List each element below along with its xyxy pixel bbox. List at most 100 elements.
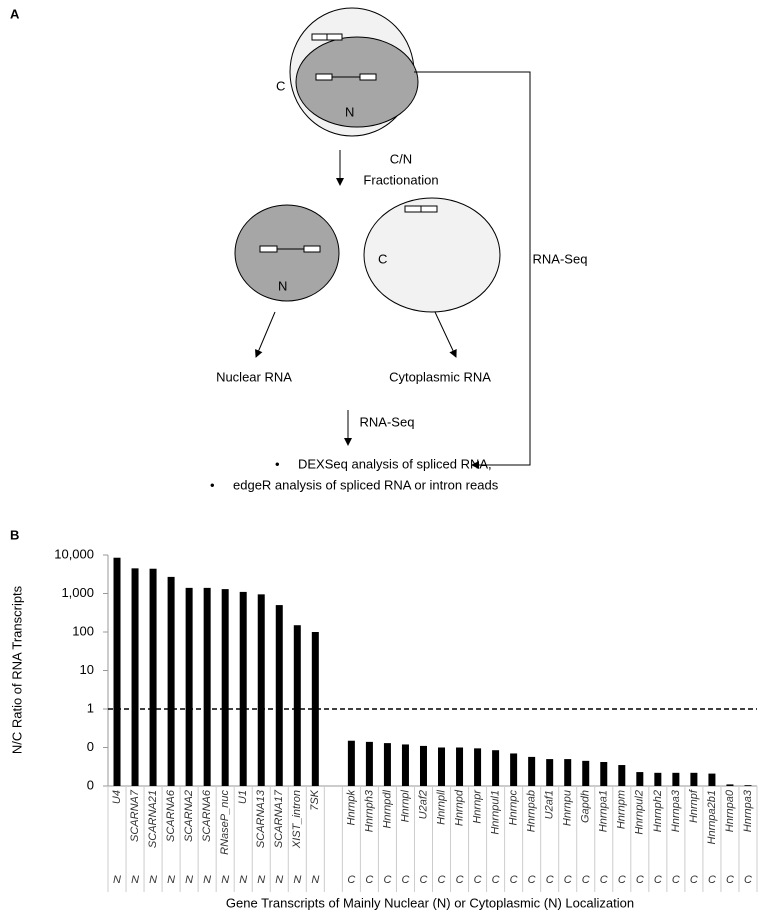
panel-label: B [10, 527, 19, 542]
bar [726, 784, 734, 786]
x-tick-label: Hnrnpu [562, 790, 574, 826]
exon [420, 205, 438, 213]
bar [167, 576, 175, 786]
localization-label: N [239, 874, 247, 886]
localization-label: C [582, 874, 590, 886]
x-tick-label: Hnrnpf [688, 789, 700, 823]
localization-label: C [636, 874, 644, 886]
x-tick-label: Hnrnpr [471, 789, 483, 824]
bar [239, 591, 247, 786]
y-tick-label: 0 [87, 777, 94, 792]
exon [359, 73, 377, 81]
y-tick-label: 100 [72, 623, 94, 638]
x-tick-label: Hnrnpa0 [724, 789, 736, 832]
x-tick-label: Hnrnpa3 [742, 789, 754, 832]
step-label: RNA-Seq [533, 251, 588, 266]
x-tick-label: SCARNA13 [255, 789, 267, 848]
exon [303, 245, 321, 253]
bar [474, 748, 482, 786]
x-tick-label: SCARNA17 [273, 789, 285, 848]
localization-label: C [492, 874, 500, 886]
x-tick-label: U2af1 [544, 790, 556, 819]
bar [600, 762, 608, 786]
arrow [255, 311, 276, 358]
bar [582, 760, 590, 786]
bar [401, 744, 409, 786]
bar [618, 765, 626, 786]
exon [326, 33, 343, 41]
localization-label: C [564, 874, 572, 886]
localization-label: C [365, 874, 373, 886]
localization-label: C [726, 874, 734, 886]
x-tick-label: 7SK [309, 789, 321, 810]
localization-label: N [113, 874, 121, 886]
bar [708, 773, 716, 786]
y-tick-label: 1,000 [61, 585, 94, 600]
localization-label: C [510, 874, 518, 886]
bar [131, 568, 139, 786]
y-tick-label: 0 [87, 739, 94, 754]
localization-label: C [600, 874, 608, 886]
x-tick-label: RNaseP_nuc [219, 790, 231, 855]
arrow [414, 71, 531, 469]
bullet: • [210, 477, 215, 492]
bar [203, 587, 211, 786]
localization-label: C [456, 874, 464, 886]
nucleus [295, 36, 419, 128]
localization-label: N [149, 874, 157, 886]
bar [438, 747, 446, 786]
x-axis-label: Gene Transcripts of Mainly Nuclear (N) o… [226, 895, 634, 910]
x-tick-label: Hnrnpm [616, 790, 628, 829]
bar [654, 772, 662, 786]
localization-label: C [546, 874, 554, 886]
bar [564, 759, 572, 786]
localization-label: C [528, 874, 536, 886]
bar [257, 594, 265, 786]
localization-label: C [618, 874, 626, 886]
bar [275, 605, 283, 786]
x-tick-label: Hnrnph2 [652, 790, 664, 832]
bar [528, 756, 536, 786]
nucleus [234, 204, 340, 302]
x-tick-label: SCARNA21 [147, 790, 159, 848]
localization-label: C [654, 874, 662, 886]
bullet-text: edgeR analysis of spliced RNA or intron … [233, 477, 499, 492]
localization-label: C [474, 874, 482, 886]
cytoplasm [363, 197, 501, 313]
localization-label: C [438, 874, 446, 886]
nucleus-label: N [278, 278, 287, 293]
cell-label: C [276, 78, 285, 93]
localization-label: C [708, 874, 716, 886]
bar [185, 587, 193, 786]
localization-label: C [420, 874, 428, 886]
bar [311, 632, 319, 786]
bar [690, 772, 698, 786]
step-label: Fractionation [363, 172, 438, 187]
x-tick-label: Hnrnpul1 [490, 790, 502, 835]
bar [510, 753, 518, 786]
x-tick-label: U1 [237, 790, 249, 804]
localization-label: N [203, 874, 211, 886]
localization-label: C [347, 874, 355, 886]
fraction-label: Nuclear RNA [216, 369, 292, 384]
bar [383, 743, 391, 786]
bar [492, 750, 500, 786]
y-tick-label: 1 [87, 700, 94, 715]
bar [419, 745, 427, 786]
bar [221, 589, 229, 786]
bar [113, 557, 121, 786]
arrow [434, 311, 457, 358]
x-tick-label: Hnrnpk [345, 790, 357, 826]
x-tick-label: Hnrnpa3 [670, 789, 682, 832]
x-tick-label: SCARNA7 [129, 789, 141, 842]
x-tick-label: Hnrnpdl [381, 789, 393, 828]
localization-label: N [167, 874, 175, 886]
nucleus-label: N [345, 104, 354, 119]
x-tick-label: SCARNA2 [183, 790, 195, 842]
x-tick-label: SCARNA6 [201, 789, 213, 842]
x-tick-label: Hnrnpc [508, 790, 520, 826]
bar [365, 741, 373, 786]
bar [546, 759, 554, 786]
localization-label: N [275, 874, 283, 886]
